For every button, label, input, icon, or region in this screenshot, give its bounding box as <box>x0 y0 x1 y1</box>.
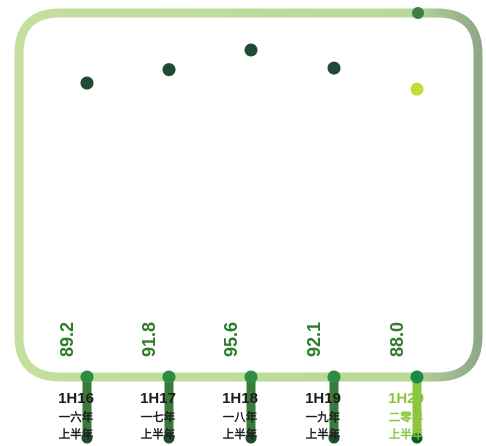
x-tick-label-cn-half: 上半年 <box>306 427 341 441</box>
x-tick-label-cn-half: 上半年 <box>223 427 258 441</box>
value-label-1H16: 89.2 <box>57 322 77 357</box>
axis-dot-1H16 <box>80 370 94 384</box>
bottom-dot-1H16 <box>81 432 93 444</box>
bottom-dot-1H20 <box>411 432 423 444</box>
bar-cap-1H16 <box>80 76 94 90</box>
axis-dot-1H18 <box>244 370 258 384</box>
x-tick-label-cn-year: 一八年 <box>223 410 258 424</box>
bar-cap-1H18 <box>244 43 258 57</box>
value-label-1H20: 88.0 <box>387 322 407 357</box>
x-tick-label-1H17: 1H17 <box>140 390 176 407</box>
x-tick-label-cn-half: 上半年 <box>389 427 424 441</box>
axis-dot-1H19 <box>327 370 341 384</box>
x-tick-label-cn-year: 二零年 <box>389 410 424 424</box>
x-tick-label-cn-half: 上半年 <box>59 427 94 441</box>
x-tick-label-1H19: 1H19 <box>305 390 341 407</box>
bars <box>80 43 424 444</box>
bar-cap-1H17 <box>162 63 176 77</box>
value-label-1H17: 91.8 <box>139 322 159 357</box>
x-tick-label-cn-year: 一七年 <box>141 410 176 424</box>
x-tick-label-cn-year: 一九年 <box>306 410 341 424</box>
x-tick-label-1H18: 1H18 <box>222 390 258 407</box>
x-tick-label-cn-half: 上半年 <box>141 427 176 441</box>
bottom-dot-1H18 <box>245 432 257 444</box>
axis-dot-1H20 <box>410 370 424 384</box>
bottom-dot-1H17 <box>163 432 175 444</box>
axis-dot-1H17 <box>162 370 176 384</box>
x-tick-label-1H20: 1H20 <box>388 390 424 407</box>
frame-end-dot <box>412 7 424 19</box>
bottom-dot-1H19 <box>328 432 340 444</box>
bar-cap-1H19 <box>327 61 341 75</box>
value-label-1H18: 95.6 <box>221 322 241 357</box>
value-labels: 89.2 91.8 95.6 92.1 88.0 <box>57 322 407 357</box>
x-tick-label-1H16: 1H16 <box>58 390 94 407</box>
value-label-1H19: 92.1 <box>304 322 324 357</box>
x-tick-label-cn-year: 一六年 <box>59 410 94 424</box>
bar-cap-1H20 <box>410 82 424 96</box>
